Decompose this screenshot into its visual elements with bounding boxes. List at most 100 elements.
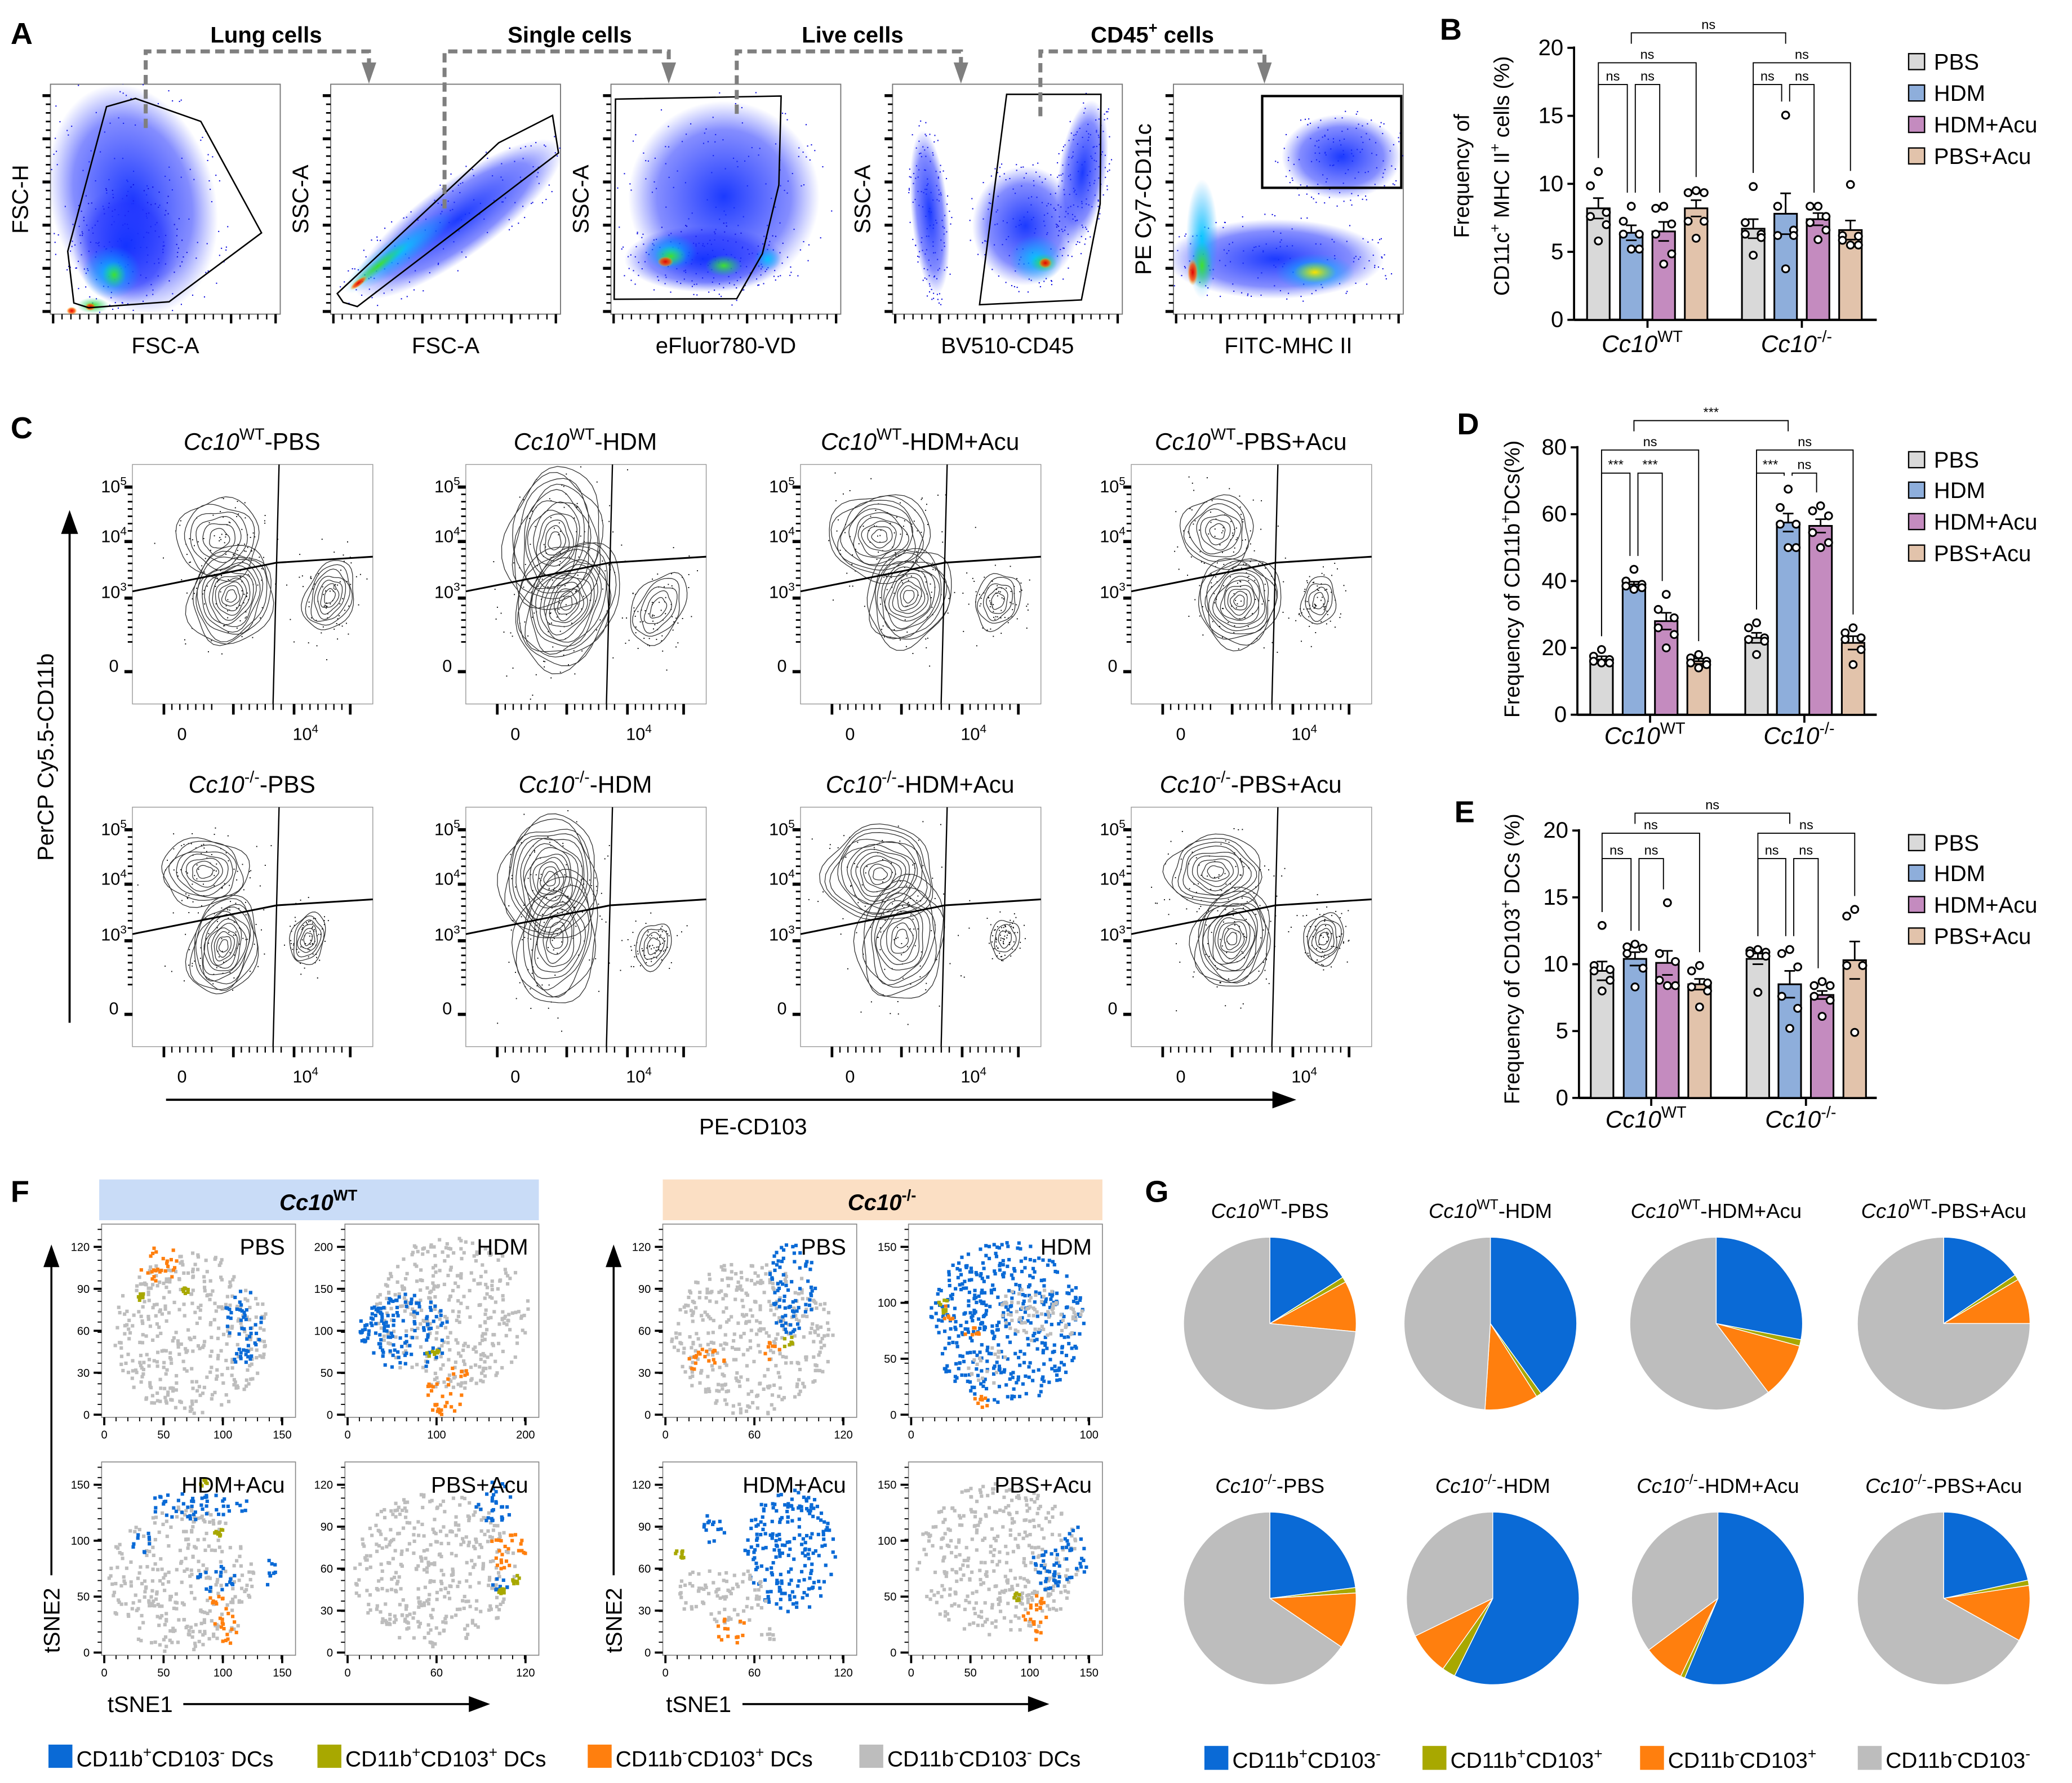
event-dot xyxy=(200,958,201,959)
cell-dot xyxy=(195,1389,199,1393)
gate-polygon[interactable] xyxy=(979,94,1102,306)
text-run: 3 xyxy=(788,923,795,936)
event-dot xyxy=(919,976,921,977)
event-dot xyxy=(1225,883,1227,885)
event-dot xyxy=(1261,603,1263,605)
contour-line xyxy=(840,504,916,567)
cell-dot xyxy=(221,1381,225,1385)
event-dot xyxy=(1169,899,1171,900)
cell-dot xyxy=(177,1278,181,1282)
contour-line xyxy=(201,910,250,982)
event-dot xyxy=(922,821,924,822)
legend-label: HDM+Acu xyxy=(1934,113,2038,137)
event-dot xyxy=(343,554,344,556)
event-dot xyxy=(199,965,201,967)
cell-dot xyxy=(137,1310,141,1314)
event-dot xyxy=(168,280,170,282)
event-dot xyxy=(660,944,661,945)
event-dot xyxy=(917,594,919,596)
event-dot xyxy=(1326,610,1328,612)
event-dot xyxy=(1333,946,1335,948)
event-dot xyxy=(261,607,263,608)
event-dot xyxy=(294,917,296,918)
panel-label-c: C xyxy=(11,411,33,445)
event-dot xyxy=(835,500,837,501)
event-dot xyxy=(1108,108,1109,110)
event-dot xyxy=(201,905,202,906)
category-label: Cc10WT xyxy=(1602,328,1683,357)
event-dot xyxy=(882,625,884,627)
cell-dot xyxy=(262,1315,266,1319)
event-dot xyxy=(999,953,1001,954)
event-dot xyxy=(334,552,335,553)
gate-polygon[interactable] xyxy=(66,97,263,309)
contour-line xyxy=(196,865,214,879)
quadrant-gate-horizontal[interactable] xyxy=(465,898,706,935)
contour-line xyxy=(181,853,229,892)
contour-line xyxy=(891,922,914,954)
event-dot xyxy=(239,576,241,577)
data-point xyxy=(1781,110,1790,120)
event-dot xyxy=(935,569,936,571)
event-dot xyxy=(875,510,877,512)
event-dot xyxy=(308,897,309,899)
event-dot xyxy=(225,246,227,248)
event-dot xyxy=(333,587,335,589)
event-dot xyxy=(1210,888,1212,890)
event-dot xyxy=(1220,296,1221,297)
contour-line xyxy=(525,500,585,589)
event-dot xyxy=(508,962,510,963)
event-dot xyxy=(1214,528,1216,530)
cell-dot xyxy=(162,1296,166,1300)
event-dot xyxy=(977,254,979,255)
event-dot xyxy=(884,968,886,970)
text-run: 10 xyxy=(101,527,120,546)
density-region xyxy=(754,247,781,271)
gate-polygon[interactable] xyxy=(1261,95,1403,189)
cell-dot xyxy=(126,1371,131,1375)
text-run: 3 xyxy=(788,580,795,593)
quadrant-gate-horizontal[interactable] xyxy=(465,555,706,593)
data-point xyxy=(1594,236,1603,246)
event-dot xyxy=(202,593,203,595)
event-dot xyxy=(1241,861,1242,863)
gate-polygon[interactable] xyxy=(336,114,559,308)
event-dot xyxy=(1106,185,1108,187)
event-dot xyxy=(247,592,248,594)
contour-line xyxy=(212,575,251,621)
event-dot xyxy=(566,614,567,616)
data-point xyxy=(1776,519,1785,529)
cell-dot xyxy=(209,1320,213,1325)
cell-dot xyxy=(128,1331,132,1335)
contour-line xyxy=(829,832,928,914)
quadrant-gate-horizontal[interactable] xyxy=(132,555,373,593)
event-dot xyxy=(1229,576,1231,577)
event-dot xyxy=(563,654,564,656)
cell-dot xyxy=(175,1381,179,1385)
cell-dot xyxy=(144,1396,149,1400)
text-run: 0 xyxy=(845,1068,855,1087)
bar xyxy=(1776,522,1800,716)
data-point xyxy=(1777,991,1786,1001)
cell-dot xyxy=(210,1349,214,1353)
data-point xyxy=(1687,982,1696,991)
event-dot xyxy=(648,638,650,639)
text-run: -/- xyxy=(575,768,590,786)
event-dot xyxy=(132,184,134,185)
event-dot xyxy=(401,298,402,300)
contour-line xyxy=(894,928,909,949)
event-dot xyxy=(1109,169,1110,171)
event-dot xyxy=(1235,599,1237,601)
text-run: 10 xyxy=(292,724,312,744)
event-dot xyxy=(1331,592,1332,593)
cell-dot xyxy=(255,1355,259,1360)
event-dot xyxy=(561,1030,563,1032)
event-dot xyxy=(567,810,569,812)
cell-dot xyxy=(168,1355,172,1360)
y-tick-label: 103 xyxy=(434,923,460,945)
significance-bracket: ns xyxy=(1634,69,1661,193)
event-dot xyxy=(908,192,910,194)
event-dot xyxy=(917,561,918,562)
gate-polygon[interactable] xyxy=(613,95,782,300)
event-dot xyxy=(926,593,928,595)
